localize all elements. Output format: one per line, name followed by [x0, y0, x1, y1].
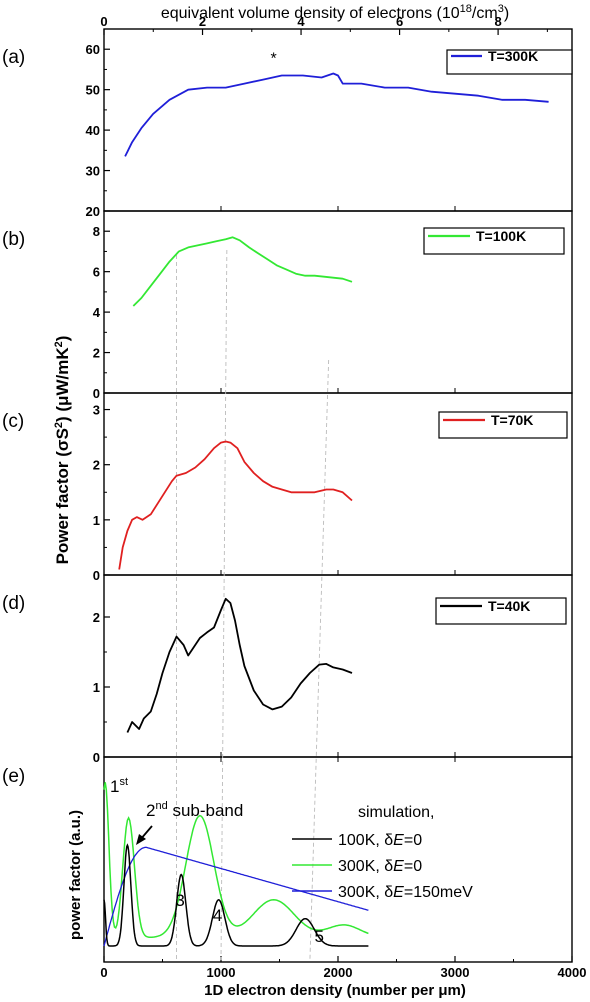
- top-axis-tick-label: 2: [199, 14, 206, 29]
- y-axis-tick-label: 3: [93, 403, 100, 418]
- series-line-b: [132, 236, 353, 307]
- top-axis-label: equivalent volume density of electrons (…: [161, 3, 509, 22]
- y-axis-tick-label: 0: [93, 386, 100, 401]
- annotation-second-subband: 2nd sub-band: [146, 800, 243, 820]
- bottom-axis-tick-label: 3000: [441, 965, 470, 980]
- annotation-star: *: [271, 50, 277, 67]
- series-line-d: [126, 597, 353, 733]
- panel-e-y-axis-label: power factor (a.u.): [67, 810, 84, 940]
- sim-legend-label: 100K, δE=0: [338, 832, 422, 849]
- y-axis-tick-label: 1: [93, 513, 100, 528]
- annotation-peak-4: 4: [213, 906, 222, 925]
- guide-line: [309, 359, 330, 961]
- y-axis-tick-label: 2: [93, 458, 100, 473]
- legend-label: T=300K: [488, 48, 538, 64]
- sim-curve-300k-de0: [103, 782, 369, 939]
- panel-label-d: (d): [2, 593, 25, 614]
- legend-box: [423, 227, 565, 255]
- legend-box: [435, 597, 567, 625]
- panel-label-c: (c): [2, 411, 24, 432]
- legend-box: [438, 411, 568, 439]
- y-axis-tick-label: 50: [86, 83, 100, 98]
- y-axis-tick-label: 0: [93, 750, 100, 765]
- annotation-arrowhead: [136, 834, 146, 845]
- sim-legend-label: 300K, δE=150meV: [338, 884, 473, 901]
- top-axis-tick-label: 6: [396, 14, 403, 29]
- y-axis-tick-label: 2: [93, 610, 100, 625]
- bottom-axis-tick-label: 2000: [324, 965, 353, 980]
- top-axis-tick-label: 8: [494, 14, 501, 29]
- series-line-c: [118, 440, 353, 570]
- series-line-a: [124, 72, 549, 157]
- legend-label: T=100K: [476, 228, 526, 244]
- y-axis-tick-label: 60: [86, 42, 100, 57]
- annotation-peak-5: 5: [315, 927, 324, 946]
- legend-box: [446, 49, 573, 75]
- top-axis-tick-label: 0: [100, 14, 107, 29]
- y-axis-tick-label: 40: [86, 123, 100, 138]
- panel-label-e: (e): [2, 766, 25, 787]
- y-axis-tick-label: 8: [93, 224, 100, 239]
- guide-line: [220, 249, 228, 961]
- y-axis-tick-label: 6: [93, 265, 100, 280]
- shared-y-axis-label: Power factor (σS2) (μW/mK2): [53, 336, 72, 565]
- y-axis-tick-label: 30: [86, 164, 100, 179]
- y-axis-tick-label: 1: [93, 680, 100, 695]
- bottom-axis-label: 1D electron density (number per μm): [204, 982, 466, 999]
- sim-legend-label: 300K, δE=0: [338, 858, 422, 875]
- bottom-axis-tick-label: 0: [100, 965, 107, 980]
- y-axis-tick-label: 2: [93, 346, 100, 361]
- top-axis-tick-label: 4: [297, 14, 305, 29]
- panel-label-b: (b): [2, 229, 25, 250]
- y-axis-tick-label: 4: [93, 305, 101, 320]
- bottom-axis-tick-label: 4000: [558, 965, 587, 980]
- annotation-peak-3: 3: [175, 891, 184, 910]
- legend-label: T=70K: [491, 412, 533, 428]
- y-axis-tick-label: 0: [93, 568, 100, 583]
- y-axis-tick-label: 20: [86, 204, 100, 219]
- sim-legend-title: simulation,: [358, 804, 434, 821]
- annotation-first-subband: 1st: [110, 776, 128, 796]
- panel-label-a: (a): [2, 47, 25, 68]
- legend-label: T=40K: [488, 598, 530, 614]
- sim-curve-100k-de0: [103, 843, 369, 947]
- sim-curve-300k-de150: [103, 846, 369, 947]
- bottom-axis-tick-label: 1000: [207, 965, 236, 980]
